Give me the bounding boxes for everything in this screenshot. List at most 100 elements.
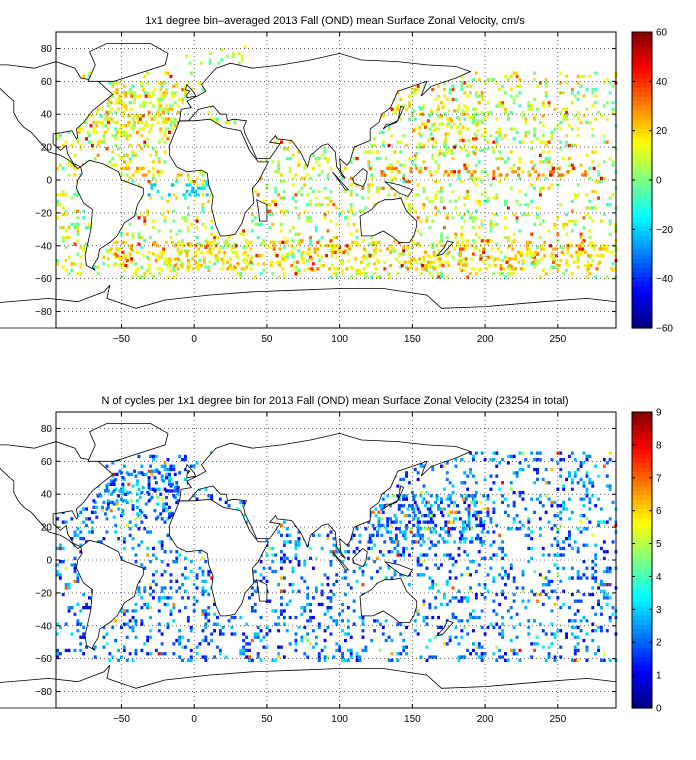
coastline	[435, 620, 454, 637]
y-axis: 80 60 40 20 0 −20 −40 −60 −80	[35, 424, 616, 698]
y-tick-label: 60	[41, 457, 53, 468]
colorbar-segment	[632, 254, 652, 260]
colorbar-segment	[632, 32, 652, 38]
colorbar-segment	[632, 610, 652, 617]
colorbar-segment	[632, 161, 652, 167]
x-axis: −50 0 50 100 150 200 250	[113, 412, 567, 725]
y-tick-label: 40	[41, 110, 53, 121]
colorbar-segment	[632, 689, 652, 695]
colorbar-segment	[632, 189, 652, 195]
colorbar-segment	[632, 277, 652, 283]
colorbar-segment	[632, 634, 652, 640]
coastline	[0, 664, 617, 709]
y-tick-label: −20	[35, 208, 52, 219]
colorbar-segment	[632, 499, 652, 506]
colorbar-segment	[632, 671, 652, 677]
coastline	[352, 167, 368, 188]
colorbar-tick-label: 60	[656, 28, 668, 39]
colorbar-tick-label: 40	[656, 77, 668, 88]
colorbar-tick-label: 6	[656, 506, 662, 517]
x-tick-label: 50	[261, 714, 273, 725]
colorbar-segment	[632, 518, 652, 524]
colorbar-segment	[632, 698, 652, 704]
colorbar-segment	[632, 235, 652, 241]
colorbar-segment	[632, 212, 652, 218]
colorbar-segment	[632, 180, 652, 186]
colorbar-segment	[632, 147, 652, 153]
colorbar-segment	[632, 64, 652, 70]
colorbar-segment	[632, 444, 652, 450]
colorbar-segment	[632, 629, 652, 635]
y-tick-label: 80	[41, 424, 53, 435]
coastline	[382, 485, 405, 510]
colorbar-segment	[632, 523, 652, 529]
colorbar-segment	[632, 263, 652, 269]
colorbar-segment	[632, 453, 652, 459]
colorbar-segment	[632, 652, 652, 658]
land-layer	[0, 43, 617, 329]
colorbar-segment	[632, 592, 652, 598]
coastline	[435, 240, 454, 257]
y-tick-label: −60	[35, 654, 52, 665]
x-tick-label: −50	[113, 334, 130, 345]
colorbar-segment	[632, 573, 652, 580]
colorbar-segment	[632, 661, 652, 667]
colorbar-segment	[632, 490, 652, 496]
colorbar-segment	[632, 583, 652, 589]
panel-velocity: 1x1 degree bin–averaged 2013 Fall (OND) …	[0, 15, 673, 345]
colorbar-segment	[632, 45, 652, 52]
colorbar-segment	[632, 309, 652, 315]
colorbar-segment	[632, 92, 652, 98]
colorbar-segment	[632, 272, 652, 278]
y-tick-label: −60	[35, 274, 52, 285]
colorbar-segment	[632, 597, 652, 603]
x-tick-label: 150	[404, 714, 421, 725]
colorbar-segment	[632, 323, 652, 329]
colorbar-segment	[632, 458, 652, 464]
colorbar-tick-label: 0	[656, 176, 662, 187]
colorbar-segment	[632, 244, 652, 250]
panel-cycles: N of cycles per 1x1 degree bin for 2013 …	[0, 395, 662, 725]
colorbar-segment	[632, 55, 652, 61]
coastline	[185, 463, 197, 479]
colorbar-segment	[632, 318, 652, 324]
colorbar-segment	[632, 675, 652, 681]
colorbar-segment	[632, 73, 652, 79]
colorbar-segment	[632, 106, 652, 112]
y-tick-label: 20	[41, 143, 53, 154]
colorbar-frame	[631, 411, 653, 709]
coastline	[75, 159, 144, 271]
y-tick-label: −40	[35, 241, 52, 252]
coastline	[87, 43, 169, 82]
y-tick-label: −40	[35, 621, 52, 632]
colorbar-tick-label: 0	[656, 704, 662, 715]
colorbar-segment	[632, 217, 652, 223]
colorbar-tick-label: 2	[656, 638, 662, 649]
y-tick-label: 0	[46, 556, 52, 567]
x-tick-label: 0	[191, 334, 197, 345]
colorbar-segment	[632, 666, 652, 672]
y-tick-label: −80	[35, 687, 52, 698]
y-tick-label: 60	[41, 77, 53, 88]
colorbar-segment	[632, 300, 652, 306]
colorbar-tick-label: 1	[656, 671, 662, 682]
colorbar-segment	[632, 513, 652, 519]
y-tick-label: 20	[41, 523, 53, 534]
colorbar-segment	[632, 550, 652, 556]
colorbar-segment	[632, 569, 652, 575]
colorbar-segment	[632, 606, 652, 612]
colorbar: 60 40 20 0 −20 −40 −60	[631, 28, 673, 335]
colorbar-tick-label: 3	[656, 605, 662, 616]
colorbar-segment	[632, 267, 652, 274]
colorbar-segment	[632, 138, 652, 144]
coastline	[256, 578, 268, 602]
colorbar-segment	[632, 481, 652, 487]
colorbar-segment	[632, 430, 652, 436]
colorbar-segment	[632, 193, 652, 200]
grid-layer	[56, 412, 616, 708]
colorbar-segment	[632, 78, 652, 84]
colorbar-segment	[632, 36, 652, 42]
colorbar-segment	[632, 69, 652, 75]
colorbar-segment	[632, 226, 652, 232]
colorbar-segment	[632, 59, 652, 65]
